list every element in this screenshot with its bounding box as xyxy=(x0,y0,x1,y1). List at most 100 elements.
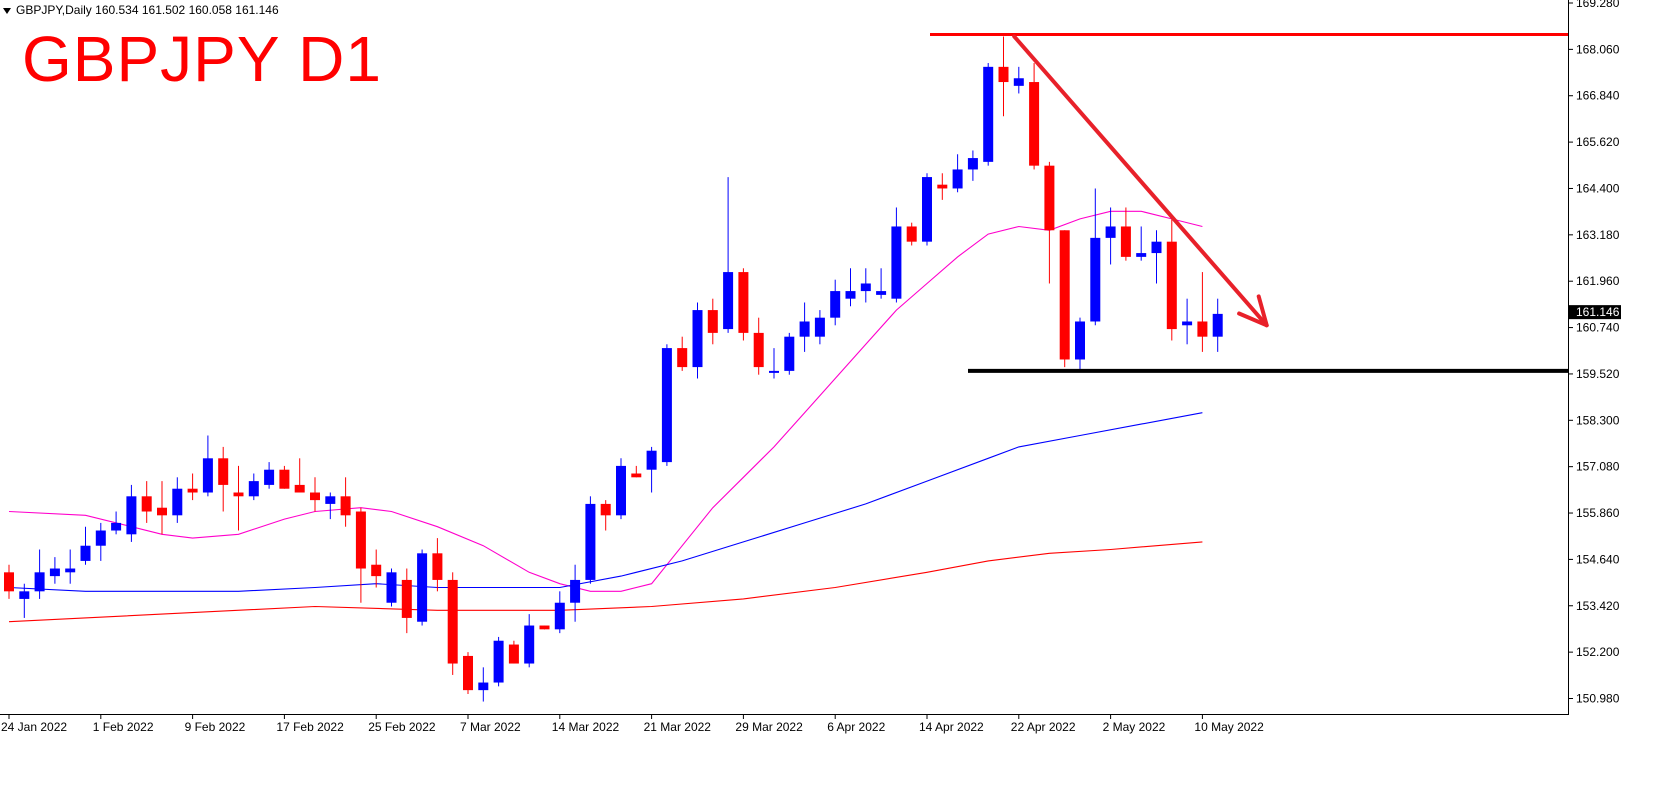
candle xyxy=(1059,230,1070,368)
candle xyxy=(524,614,535,668)
candle-body xyxy=(677,348,688,368)
candle-body xyxy=(707,310,718,333)
candle-body xyxy=(661,348,672,463)
candle xyxy=(4,564,14,599)
candle-body xyxy=(157,507,167,516)
candle-body xyxy=(371,564,382,577)
x-tick-label: 7 Mar 2022 xyxy=(460,720,521,734)
candle xyxy=(187,473,198,501)
candle-body xyxy=(463,655,473,691)
candle xyxy=(723,177,734,333)
axes: 169.280 168.060 166.840 165.620 164.400 163.1… xyxy=(0,0,1621,734)
candle-body xyxy=(845,291,856,299)
candle xyxy=(1120,207,1131,261)
candle xyxy=(1029,63,1040,170)
x-tick-label: 14 Apr 2022 xyxy=(919,720,984,734)
candle-body xyxy=(65,568,76,573)
candle xyxy=(478,667,489,702)
candle xyxy=(248,473,259,501)
candle xyxy=(1044,161,1055,284)
candle xyxy=(279,465,290,489)
candle xyxy=(738,268,749,341)
symbol-header: GBPJPY,Daily 160.534 161.502 160.058 161… xyxy=(3,3,279,17)
candle-body xyxy=(753,332,764,368)
candle xyxy=(218,446,229,512)
candle xyxy=(340,477,351,527)
dropdown-triangle-icon[interactable] xyxy=(3,7,11,14)
candle-body xyxy=(539,625,550,630)
candle-body xyxy=(860,283,871,292)
candle xyxy=(417,549,428,626)
y-tick-label: 153.420 xyxy=(1576,599,1620,613)
candle-body xyxy=(141,496,152,512)
candle-body xyxy=(1090,237,1101,322)
candle xyxy=(371,549,382,588)
candle xyxy=(447,572,458,675)
candle xyxy=(570,564,581,622)
candle-body xyxy=(386,572,397,603)
candle xyxy=(830,279,841,326)
candle-body xyxy=(233,492,244,497)
candle-body xyxy=(784,336,795,371)
current-price-tag xyxy=(1569,305,1621,320)
candle xyxy=(1151,230,1162,284)
candle xyxy=(141,481,152,523)
candle xyxy=(355,507,366,603)
candle xyxy=(539,625,550,630)
x-tick-label: 1 Feb 2022 xyxy=(93,720,154,734)
y-tick-label: 163.180 xyxy=(1576,228,1620,242)
y-tick-label: 168.060 xyxy=(1576,42,1620,56)
candle-body xyxy=(1120,226,1131,257)
candle xyxy=(1013,66,1024,94)
candle xyxy=(325,492,336,520)
candle-body xyxy=(692,310,703,368)
candle-body xyxy=(4,572,14,592)
candle-body xyxy=(95,530,106,546)
candle-body xyxy=(631,473,642,478)
candle xyxy=(967,150,978,181)
candle-body xyxy=(1182,321,1193,326)
y-tick-label: 158.300 xyxy=(1576,413,1620,427)
x-tick-label: 21 Mar 2022 xyxy=(644,720,712,734)
candle xyxy=(1182,298,1193,345)
candle-body xyxy=(738,272,749,333)
candle-body xyxy=(967,158,978,170)
candle-body xyxy=(799,321,810,337)
candle xyxy=(661,344,672,466)
candle-body xyxy=(202,458,213,493)
candle-body xyxy=(983,66,994,162)
x-tick-label: 29 Mar 2022 xyxy=(735,720,803,734)
candle-body xyxy=(187,488,198,493)
candle-body xyxy=(876,291,887,295)
candle-body xyxy=(401,579,412,618)
candle-body xyxy=(600,503,611,516)
candle xyxy=(49,557,60,584)
x-tick-label: 14 Mar 2022 xyxy=(552,720,620,734)
candle xyxy=(906,222,917,246)
candle-body xyxy=(218,458,229,485)
candle-body xyxy=(340,496,351,516)
candle xyxy=(646,446,657,493)
candle-body xyxy=(1059,230,1070,360)
x-tick-label: 9 Feb 2022 xyxy=(185,720,246,734)
candle xyxy=(845,268,856,307)
y-tick-label: 154.640 xyxy=(1576,552,1620,566)
candle-body xyxy=(432,553,443,580)
candle-body xyxy=(172,488,183,516)
candle-body xyxy=(264,469,275,485)
x-tick-label: 2 May 2022 xyxy=(1103,720,1166,734)
y-tick-label: 169.280 xyxy=(1576,0,1620,10)
candle xyxy=(1212,298,1223,352)
candle-body xyxy=(1197,321,1208,337)
annotations xyxy=(930,33,1568,373)
moving-average-line-2 xyxy=(8,412,1203,592)
candle xyxy=(753,317,764,375)
y-tick-label: 152.200 xyxy=(1576,645,1620,659)
current-price-label: 161.146 xyxy=(1576,305,1620,319)
y-tick-label: 150.980 xyxy=(1576,692,1620,706)
x-tick-label: 24 Jan 2022 xyxy=(1,720,67,734)
candle-body xyxy=(447,579,458,664)
x-tick-label: 22 Apr 2022 xyxy=(1011,720,1076,734)
candle xyxy=(814,310,825,345)
candle xyxy=(922,173,932,246)
